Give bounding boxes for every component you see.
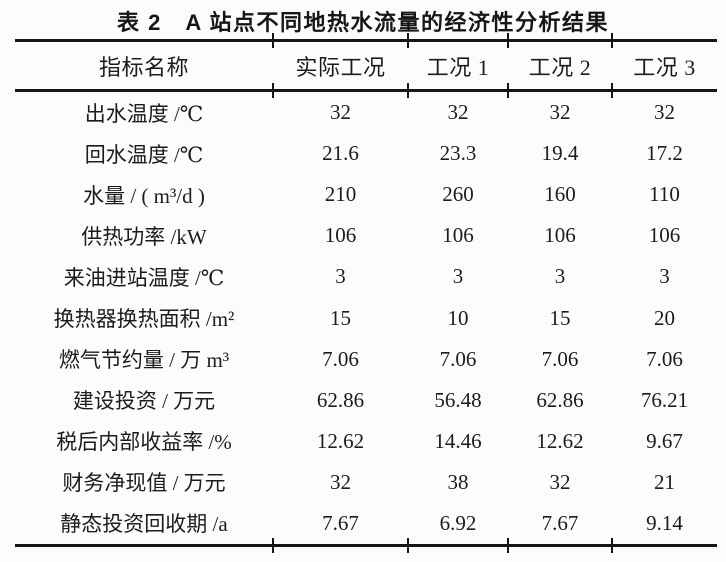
cell-value: 260: [442, 182, 474, 207]
table-row-gas-savings: 燃气节约量 / 万 m³ 7.06 7.06 7.06 7.06: [15, 339, 717, 380]
column-divider-tick: [271, 33, 274, 48]
row-label: 燃气节约量 / 万 m³: [58, 348, 230, 373]
cell-value: 21.6: [322, 141, 359, 166]
column-header-condition-2: 工况 2: [528, 54, 592, 80]
column-divider-tick: [506, 33, 509, 48]
cell-value: 21: [654, 469, 675, 494]
cell-value: 15: [330, 305, 351, 330]
column-header-actual-condition: 实际工况: [295, 54, 386, 80]
table-row-outlet-temp: 出水温度 /℃ 32 32 32 32: [15, 92, 717, 133]
table-row-incoming-oil-temp: 来油进站温度 /℃ 3 3 3 3: [15, 256, 717, 297]
rule-top: [15, 39, 717, 42]
cell-value: 9.14: [646, 510, 683, 535]
row-label: 静态投资回收期 /a: [60, 512, 228, 537]
cell-value: 19.4: [541, 141, 579, 166]
row-label: 建设投资 / 万元: [72, 389, 216, 414]
economics-analysis-table: 指标名称 实际工况 工况 1 工况 2 工况 3 出水温度 /℃ 32 32 3…: [15, 33, 717, 553]
cell-value: 62.86: [316, 387, 365, 412]
column-divider-tick: [506, 538, 509, 553]
cell-value: 3: [659, 264, 670, 289]
cell-value: 106: [648, 223, 681, 248]
column-divider-tick: [406, 83, 409, 98]
row-label: 来油进站温度 /℃: [63, 265, 225, 290]
cell-value: 32: [549, 100, 571, 125]
table-row-static-payback-period: 静态投资回收期 /a 7.67 6.92 7.67 9.14: [15, 503, 717, 544]
cell-value: 15: [549, 305, 571, 330]
cell-value: 62.86: [536, 387, 584, 412]
row-label: 水量 / ( m³/d ): [83, 183, 205, 208]
table-header-row: 指标名称 实际工况 工况 1 工况 2 工况 3: [15, 42, 717, 89]
cell-value: 7.06: [322, 346, 359, 371]
cell-value: 106: [544, 223, 576, 248]
cell-value: 110: [649, 182, 680, 207]
table-row-financial-npv: 财务净现值 / 万元 32 38 32 21: [15, 462, 717, 503]
table-row-heating-power: 供热功率 /kW 106 106 106 106: [15, 215, 717, 256]
column-divider-tick: [610, 538, 613, 553]
column-header-condition-1: 工况 1: [426, 54, 490, 80]
column-header-condition-3: 工况 3: [633, 54, 696, 80]
cell-value: 20: [654, 305, 675, 330]
cell-value: 106: [442, 223, 474, 248]
cell-value: 3: [452, 264, 464, 289]
cell-value: 32: [447, 100, 469, 125]
cell-value: 7.06: [541, 346, 579, 371]
table-row-heat-exchanger-area: 换热器换热面积 /m² 15 10 15 20: [15, 297, 717, 338]
cell-value: 14.46: [434, 428, 482, 453]
cell-value: 7.67: [541, 510, 579, 535]
row-label: 供热功率 /kW: [81, 224, 207, 249]
table-caption: 表 2 A 站点不同地热水流量的经济性分析结果: [116, 10, 610, 35]
rule-header-bottom: [15, 89, 717, 92]
column-divider-tick: [271, 538, 274, 553]
column-header-indicator: 指标名称: [98, 54, 189, 80]
column-divider-tick: [610, 33, 613, 48]
cell-value: 56.48: [434, 387, 482, 412]
column-divider-tick: [271, 83, 274, 98]
cell-value: 210: [324, 182, 357, 207]
column-divider-tick: [506, 83, 509, 98]
cell-value: 32: [654, 100, 675, 125]
cell-value: 9.67: [646, 428, 683, 453]
table-row-water-volume: 水量 / ( m³/d ) 210 260 160 110: [15, 174, 717, 215]
row-label: 财务净现值 / 万元: [62, 471, 226, 496]
cell-value: 3: [554, 264, 566, 289]
rule-bottom: [15, 544, 717, 548]
cell-value: 38: [447, 469, 469, 494]
cell-value: 32: [549, 469, 571, 494]
row-label: 回水温度 /℃: [84, 142, 204, 167]
cell-value: 17.2: [646, 141, 683, 166]
row-label: 税后内部收益率 /%: [56, 430, 232, 455]
cell-value: 6.92: [439, 510, 477, 535]
cell-value: 3: [335, 264, 346, 289]
cell-value: 10: [447, 305, 469, 330]
cell-value: 106: [324, 223, 357, 248]
column-divider-tick: [406, 33, 409, 48]
table-row-construction-investment: 建设投资 / 万元 62.86 56.48 62.86 76.21: [15, 380, 717, 421]
cell-value: 7.06: [439, 346, 477, 371]
cell-value: 32: [330, 100, 351, 125]
row-label: 出水温度 /℃: [84, 101, 204, 126]
cell-value: 7.06: [646, 346, 683, 371]
column-divider-tick: [610, 83, 613, 98]
cell-value: 76.21: [640, 387, 689, 412]
table-row-after-tax-irr: 税后内部收益率 /% 12.62 14.46 12.62 9.67: [15, 421, 717, 462]
cell-value: 160: [544, 182, 576, 207]
cell-value: 32: [330, 469, 351, 494]
cell-value: 12.62: [316, 428, 365, 453]
cell-value: 12.62: [536, 428, 584, 453]
table-row-return-temp: 回水温度 /℃ 21.6 23.3 19.4 17.2: [15, 133, 717, 174]
column-divider-tick: [406, 538, 409, 553]
cell-value: 23.3: [439, 141, 477, 166]
cell-value: 7.67: [322, 510, 359, 535]
row-label: 换热器换热面积 /m²: [53, 307, 235, 332]
